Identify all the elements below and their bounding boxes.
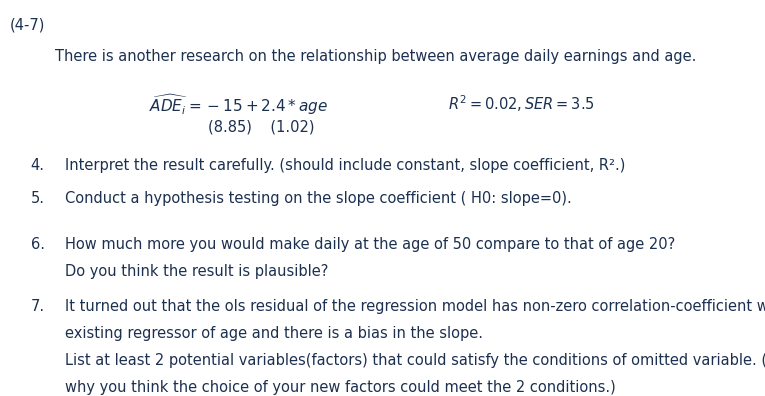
Text: 7.: 7.: [31, 299, 44, 314]
Text: Conduct a hypothesis testing on the slope coefficient ( H0: slope=0).: Conduct a hypothesis testing on the slop…: [65, 191, 571, 206]
Text: 5.: 5.: [31, 191, 44, 206]
Text: It turned out that the ols residual of the regression model has non-zero correla: It turned out that the ols residual of t…: [65, 299, 765, 314]
Text: (4-7): (4-7): [10, 18, 45, 33]
Text: 4.: 4.: [31, 158, 44, 173]
Text: $\widehat{ADE}_i = -15  +  2.4 * age$: $\widehat{ADE}_i = -15 + 2.4 * age$: [149, 93, 328, 117]
Text: Interpret the result carefully. (should include constant, slope coefficient, R².: Interpret the result carefully. (should …: [65, 158, 626, 173]
Text: Do you think the result is plausible?: Do you think the result is plausible?: [65, 264, 328, 279]
Text: (8.85)    (1.02): (8.85) (1.02): [208, 120, 314, 135]
Text: why you think the choice of your new factors could meet the 2 conditions.): why you think the choice of your new fac…: [65, 380, 616, 395]
Text: There is another research on the relationship between average daily earnings and: There is another research on the relatio…: [55, 50, 696, 65]
Text: List at least 2 potential variables(factors) that could satisfy the conditions o: List at least 2 potential variables(fact…: [65, 353, 765, 368]
Text: existing regressor of age and there is a bias in the slope.: existing regressor of age and there is a…: [65, 326, 483, 341]
Text: How much more you would make daily at the age of 50 compare to that of age 20?: How much more you would make daily at th…: [65, 237, 675, 252]
Text: 6.: 6.: [31, 237, 44, 252]
Text: $R^2= 0.02, SER =3.5$: $R^2= 0.02, SER =3.5$: [448, 93, 594, 114]
